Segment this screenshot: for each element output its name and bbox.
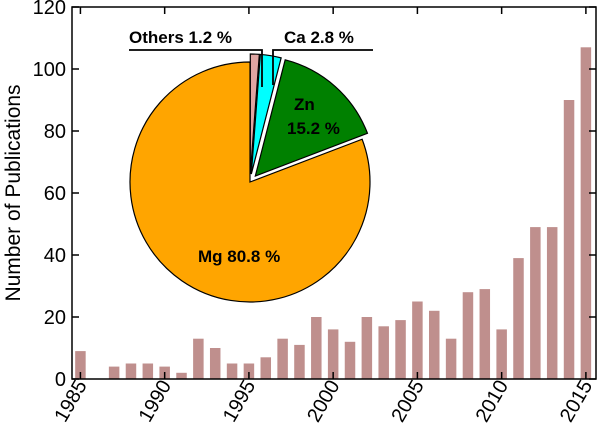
bar-1996 [260,357,272,379]
ca-callout-line [272,49,373,85]
bar-2002 [361,317,373,379]
zn-slice-percent: 15.2 % [287,119,340,138]
bar-1987 [108,366,120,379]
ca-slice-label: Ca 2.8 % [284,28,354,47]
x-tick-label-2015: 2015 [556,377,597,427]
bars-layer [75,47,592,380]
bar-2000 [327,329,339,379]
bar-2004 [395,320,406,379]
bar-2007 [445,338,457,379]
y-tick-label-40: 40 [44,245,66,267]
x-tick-label-1990: 1990 [135,377,176,427]
y-axis-title: Number of Publications [2,84,25,301]
others-callout-line [129,49,263,87]
others-slice-label: Others 1.2 % [129,28,232,47]
x-tick-label-1995: 1995 [219,377,260,427]
bar-2006 [429,310,440,379]
bar-2011 [513,258,524,379]
x-tick-label-2000: 2000 [303,377,344,427]
zn-slice-label: Zn [294,95,315,114]
bar-2001 [344,341,356,379]
y-tick-label-120: 120 [33,0,66,19]
bar-1995 [243,363,255,379]
bar-1997 [277,338,288,379]
bar-2005 [412,301,423,379]
pie-slice-mg [129,61,371,303]
bar-2003 [378,326,389,379]
pie-slice-zn [254,59,369,178]
bar-2010 [496,329,507,379]
x-tick-label-2010: 2010 [472,377,513,427]
y-tick-label-0: 0 [55,369,66,391]
mg-slice-label: Mg 80.8 % [198,247,280,266]
bar-2014 [563,100,575,379]
y-tick-label-60: 60 [44,183,66,205]
bar-1991 [176,372,187,379]
bar-1988 [125,363,137,379]
bar-1994 [226,363,238,379]
bar-2013 [546,227,558,379]
y-tick-label-80: 80 [44,121,66,143]
x-tick-label-2005: 2005 [387,377,428,427]
pie-slice-others [249,53,260,175]
bar-2008 [462,292,474,379]
bar-1998 [294,344,305,379]
bar-1985 [75,351,86,379]
bar-2015 [580,47,592,380]
bar-1993 [209,348,221,379]
y-tick-label-100: 100 [33,59,66,81]
bar-2012 [530,227,541,379]
bar-2009 [479,289,491,379]
bar-1992 [193,338,204,379]
bar-1989 [142,363,154,379]
bar-1999 [311,317,322,379]
y-tick-label-20: 20 [44,307,66,329]
pie-chart: Others 1.2 % Ca 2.8 % Zn 15.2 % Mg 80.8 … [129,28,373,303]
